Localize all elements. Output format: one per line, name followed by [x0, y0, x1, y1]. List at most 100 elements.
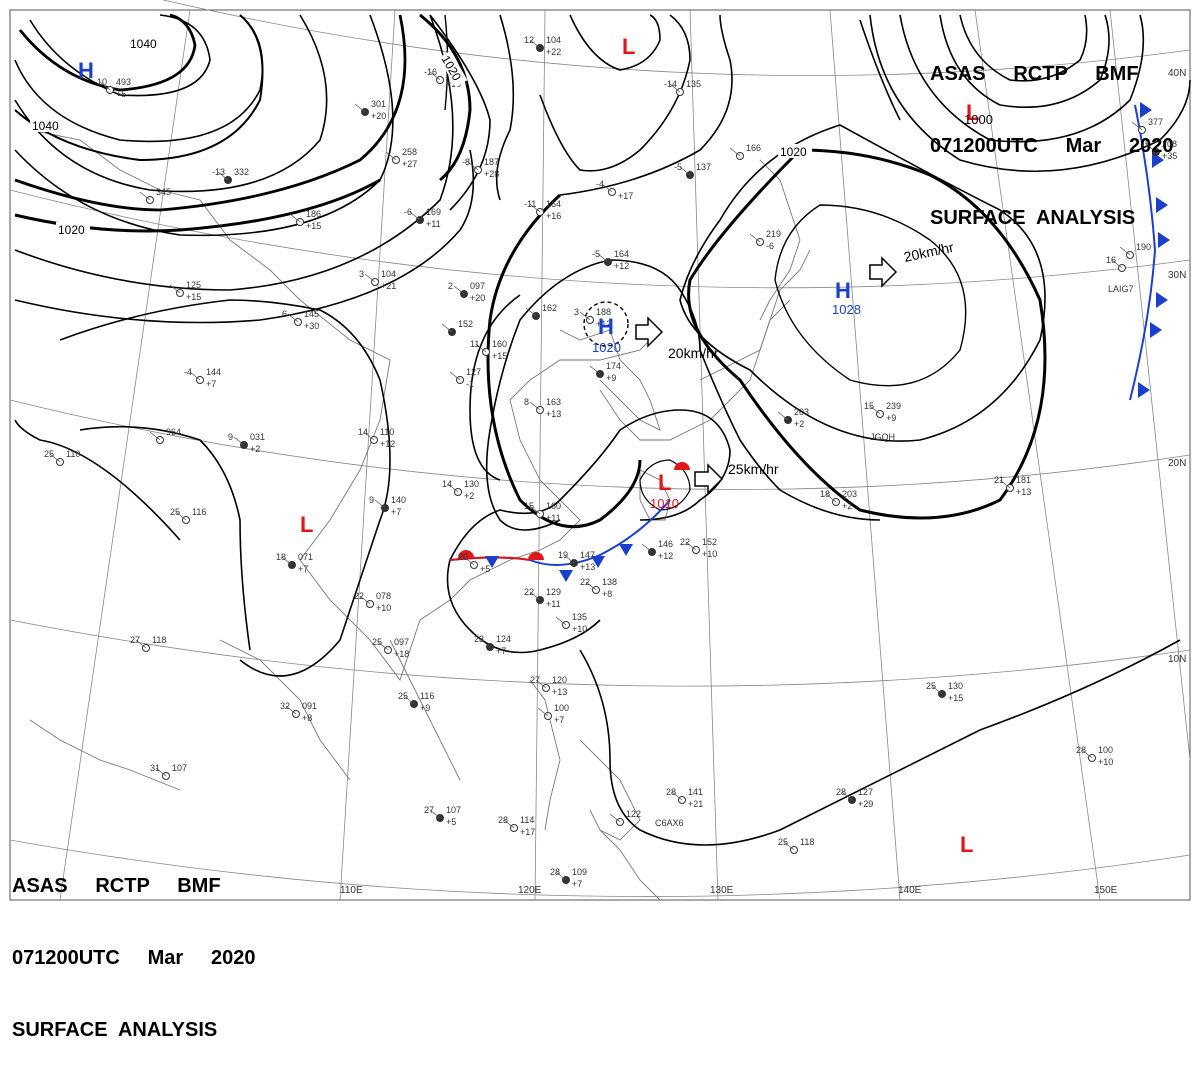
cold-front-triangle — [485, 556, 499, 568]
station-tendency: +11 — [426, 219, 441, 229]
low-center-label: L — [966, 100, 979, 125]
station-pressure: 097 — [394, 637, 409, 647]
station-plot: 22 152 +10 — [680, 537, 717, 559]
wind-barb — [385, 151, 397, 161]
wind-barb — [529, 203, 541, 213]
cold-front-triangle — [1158, 232, 1170, 248]
station-temperature: 28 — [550, 867, 560, 877]
station-plot: -13 332 — [212, 167, 249, 184]
station-tendency: +7 — [206, 379, 216, 389]
motion-speed-label: 20km/hr — [668, 345, 719, 361]
low-center-label: L — [658, 470, 671, 495]
station-temperature: 25 — [372, 637, 382, 647]
station-tendency: +8 — [302, 713, 312, 723]
station-tendency: +7 — [496, 646, 506, 656]
station-tendency: +15 — [306, 221, 321, 231]
high-center-label: H — [598, 314, 614, 339]
station-pressure: 203 — [794, 407, 809, 417]
station-temperature: 3 — [359, 269, 364, 279]
station-plot: 20 +5 — [458, 552, 490, 574]
station-plot: 3 104 +21 — [359, 269, 396, 291]
station-plot: 25 097 +18 — [372, 637, 409, 659]
wind-barb — [783, 841, 795, 851]
station-tendency: +15 — [948, 693, 963, 703]
cold-front-triangle — [1156, 197, 1168, 213]
isobar-label: 1040 — [130, 37, 157, 51]
station-plot: 258+27 — [385, 147, 417, 169]
station-plot: 15 160 +11 — [524, 501, 561, 523]
station-pressure: 140 — [391, 495, 406, 505]
wind-barb — [354, 103, 366, 113]
station-pressure: 135 — [572, 612, 587, 622]
station-temperature: 15 — [1140, 139, 1150, 149]
wind-barb — [453, 285, 465, 295]
station-tendency: +12 — [614, 261, 629, 271]
station-tendency: +5 — [446, 817, 456, 827]
station-pressure: 107 — [446, 805, 461, 815]
station-plot: 301+20 — [354, 99, 386, 121]
high-center-label: H — [78, 58, 94, 83]
station-temperature: 28 — [836, 787, 846, 797]
station-plot: 190 — [1119, 242, 1151, 259]
station-pressure: 146 — [658, 539, 673, 549]
station-plot: -14 135 — [664, 79, 701, 96]
station-tendency: +2 — [250, 444, 260, 454]
isobar-label: 1040 — [32, 119, 59, 133]
station-pressure: 162 — [542, 303, 557, 313]
cold-front-triangle — [591, 556, 605, 568]
station-temperature: 20 — [458, 552, 468, 562]
pressure-centers: H H 1028 H 1020 L L 1000 L L 1010 L — [78, 34, 993, 857]
station-plot: 9 031 +2 — [228, 432, 265, 454]
station-pressure: 208 — [1162, 139, 1177, 149]
wind-barb — [535, 679, 547, 689]
latitude-label: 30N — [1168, 270, 1186, 281]
station-plot: -5 164 +12 — [592, 249, 629, 271]
station-pressure: 130 — [464, 479, 479, 489]
station-temperature: 31 — [150, 763, 160, 773]
wind-barb — [217, 171, 229, 181]
coastlines — [29, 129, 811, 901]
wind-barb — [287, 313, 299, 323]
station-pressure: 239 — [886, 401, 901, 411]
wind-barb — [363, 431, 375, 441]
station-pressure: 135 — [686, 79, 701, 89]
station-temperature: 28 — [498, 815, 508, 825]
station-plot: 28 109 +7 — [550, 867, 587, 889]
station-temperature: 21 — [994, 475, 1004, 485]
station-tendency: +35 — [1162, 151, 1177, 161]
wind-barb — [749, 233, 761, 243]
cold-front-triangle — [559, 570, 573, 582]
station-pressure: 181 — [1016, 475, 1031, 485]
station-temperature: 25 — [398, 691, 408, 701]
station-tendency: +2 — [842, 501, 852, 511]
station-plot: 964 — [149, 427, 181, 444]
station-pressure: 138 — [602, 577, 617, 587]
station-plot: 31 107 — [150, 763, 187, 780]
station-plot: 2 097 +20 — [448, 281, 485, 303]
station-plot: 22 078 +10 — [354, 591, 391, 613]
wind-barb — [685, 541, 697, 551]
station-temperature: 3 — [574, 307, 579, 317]
station-plot: 3 188 +12 — [574, 307, 611, 329]
station-plot: 203+2 — [777, 407, 809, 429]
wind-barb — [377, 641, 389, 651]
station-plot: 146+12 — [641, 539, 673, 561]
wind-barb — [1111, 259, 1123, 269]
station-plot: 15 208 +35 — [1140, 139, 1177, 161]
longitude-label: 130E — [710, 885, 734, 896]
station-temperature: 18 — [276, 552, 286, 562]
station-plot: 28 127 +29 — [836, 787, 873, 809]
station-tendency: +10 — [1098, 757, 1113, 767]
latitude-label: 20N — [1168, 458, 1186, 469]
station-temperature: 22 — [580, 577, 590, 587]
station-pressure: 377 — [1148, 117, 1163, 127]
station-plot: -6 169 +11 — [404, 207, 441, 229]
station-pressure: 107 — [172, 763, 187, 773]
station-plot: -4 144 +7 — [184, 367, 221, 389]
station-pressure: 118 — [152, 635, 166, 645]
station-temperature: 19 — [558, 550, 568, 560]
wind-barb — [169, 284, 181, 294]
station-tendency: +29 — [858, 799, 873, 809]
station-tendency: +21 — [688, 799, 703, 809]
cold-front-triangle — [1152, 152, 1164, 168]
